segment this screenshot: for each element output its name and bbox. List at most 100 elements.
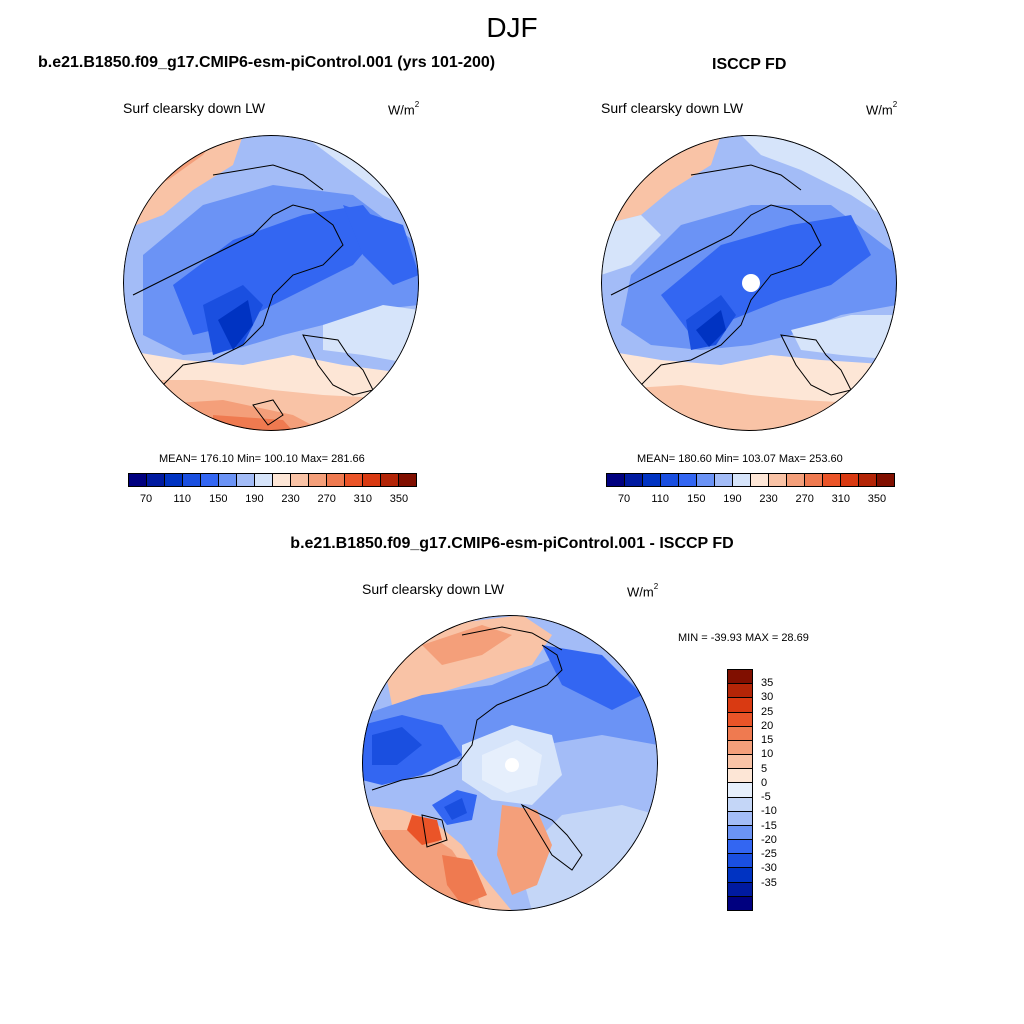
diff-colorbar-tick-label: 20 xyxy=(761,719,774,732)
obs-colorbar-cell xyxy=(768,474,786,486)
model-colorbar-cell xyxy=(326,474,344,486)
obs-colorbar-tick-label: 310 xyxy=(831,493,850,505)
obs-panel-title: ISCCP FD xyxy=(712,56,787,73)
diff-colorbar-cell xyxy=(728,711,752,726)
diff-colorbar-tick-label: 30 xyxy=(761,691,774,704)
obs-polar-map xyxy=(601,135,897,431)
model-panel-title: b.e21.B1850.f09_g17.CMIP6-esm-piControl.… xyxy=(38,54,496,71)
obs-colorbar-cell xyxy=(624,474,642,486)
model-colorbar-tick-label: 110 xyxy=(173,493,191,505)
diff-colorbar-cell xyxy=(728,810,752,825)
model-colorbar-cell xyxy=(200,474,218,486)
diff-colorbar-cell xyxy=(728,697,752,712)
obs-colorbar-cell xyxy=(678,474,696,486)
obs-colorbar-tick-label: 270 xyxy=(795,493,814,505)
diff-colorbar-cell xyxy=(728,739,752,755)
obs-colorbar-cell xyxy=(804,474,822,486)
obs-colorbar-cell xyxy=(642,474,660,486)
diff-colorbar: 35 30 25 20 15 10 5 0 -5 -10 -15 -20 -25 -30 -35 xyxy=(727,669,787,911)
obs-colorbar-cell xyxy=(840,474,858,486)
diff-colorbar-cell xyxy=(728,796,752,811)
season-title: DJF xyxy=(486,12,538,43)
diff-colorbar-tick-label: -35 xyxy=(761,876,777,889)
diff-colorbar-cell xyxy=(728,782,752,797)
diff-units: W/m2 xyxy=(627,582,659,600)
diff-colorbar-tick-label: 15 xyxy=(761,734,774,747)
model-colorbar-tick-label: 350 xyxy=(389,493,409,505)
model-colorbar-cell xyxy=(254,474,272,486)
diff-colorbar-cell xyxy=(728,853,752,868)
diff-panel-title: b.e21.B1850.f09_g17.CMIP6-esm-piControl.… xyxy=(290,535,734,552)
obs-colorbar-cell xyxy=(822,474,840,486)
model-colorbar-cell xyxy=(380,474,398,486)
model-colorbar-tick-label: 150 xyxy=(209,493,228,505)
model-colorbar-cell xyxy=(182,474,200,486)
model-colorbar-tick-label: 230 xyxy=(281,493,300,505)
model-colorbar-cell xyxy=(164,474,182,486)
model-colorbar-cell xyxy=(236,474,254,486)
model-colorbar-cell xyxy=(290,474,308,486)
model-colorbar-cell xyxy=(344,474,362,486)
diff-colorbar-tick-label: -5 xyxy=(761,791,771,804)
obs-colorbar-tick-label: 150 xyxy=(687,493,706,505)
model-units: W/m2 xyxy=(388,100,420,118)
diff-colorbar-cell xyxy=(728,683,752,698)
diff-colorbar-cell xyxy=(728,725,752,740)
model-polar-map xyxy=(123,135,419,431)
obs-stats: MEAN= 180.60 Min= 103.07 Max= 253.60 xyxy=(637,453,843,465)
diff-stats: MIN = -39.93 MAX = 28.69 xyxy=(678,632,809,644)
model-colorbar: 70 110 150 190 230 270 310 350 xyxy=(128,473,417,507)
obs-colorbar-cell xyxy=(750,474,768,486)
model-stats: MEAN= 176.10 Min= 100.10 Max= 281.66 xyxy=(159,453,365,465)
model-colorbar-tick-label: 190 xyxy=(245,493,264,505)
model-colorbar-cell xyxy=(272,474,290,486)
model-colorbar-cell xyxy=(129,474,146,486)
diff-colorbar-cell xyxy=(728,754,752,769)
diff-colorbar-tick-label: 0 xyxy=(761,776,768,789)
model-colorbar-cell xyxy=(362,474,380,486)
obs-colorbar-cell xyxy=(607,474,624,486)
model-colorbar-cell xyxy=(146,474,164,486)
obs-colorbar-ticks: 70 110 150 190 230 270 310 350 xyxy=(606,493,895,507)
model-variable-label: Surf clearsky down LW xyxy=(123,100,266,116)
obs-colorbar-tick-label: 70 xyxy=(617,493,631,505)
diff-colorbar-tick-label: -25 xyxy=(761,848,777,861)
diff-colorbar-tick-label: 35 xyxy=(761,677,774,690)
diff-colorbar-tick-label: -30 xyxy=(761,862,777,875)
obs-colorbar-tick-label: 350 xyxy=(867,493,887,505)
obs-colorbar-cell xyxy=(786,474,804,486)
obs-colorbar-cell xyxy=(660,474,678,486)
model-colorbar-ticks: 70 110 150 190 230 270 310 350 xyxy=(128,493,417,507)
diff-colorbar-cell xyxy=(728,839,752,854)
obs-colorbar-tick-label: 110 xyxy=(651,493,669,505)
obs-colorbar-tick-label: 230 xyxy=(759,493,778,505)
obs-colorbar-cell xyxy=(696,474,714,486)
diff-colorbar-tick-label: 25 xyxy=(761,705,774,718)
diff-colorbar-cell xyxy=(728,768,752,783)
diff-colorbar-cell xyxy=(728,670,752,684)
obs-variable-label: Surf clearsky down LW xyxy=(601,100,744,116)
model-colorbar-cell xyxy=(218,474,236,486)
obs-colorbar-cell xyxy=(714,474,732,486)
diff-colorbar-ticks: 35 30 25 20 15 10 5 0 -5 -10 -15 -20 -25 -30 -35 xyxy=(761,669,791,911)
diff-colorbar-cell xyxy=(728,881,752,896)
obs-colorbar-bar xyxy=(606,473,895,487)
model-colorbar-tick-label: 70 xyxy=(139,493,153,505)
obs-colorbar-tick-label: 190 xyxy=(723,493,742,505)
diff-variable-label: Surf clearsky down LW xyxy=(362,581,505,597)
diff-colorbar-tick-label: -20 xyxy=(761,833,777,846)
diff-colorbar-cell xyxy=(728,895,752,910)
model-colorbar-bar xyxy=(128,473,417,487)
obs-colorbar-cell xyxy=(876,474,894,486)
diff-colorbar-tick-label: -15 xyxy=(761,819,777,832)
model-colorbar-cell xyxy=(308,474,326,486)
model-colorbar-tick-label: 270 xyxy=(317,493,336,505)
obs-colorbar-cell xyxy=(732,474,750,486)
diff-colorbar-tick-label: 10 xyxy=(761,748,774,761)
diff-colorbar-cell xyxy=(728,867,752,882)
model-colorbar-tick-label: 310 xyxy=(353,493,372,505)
obs-colorbar-cell xyxy=(858,474,876,486)
diff-polar-map xyxy=(362,615,658,911)
obs-colorbar: 70 110 150 190 230 270 310 350 xyxy=(606,473,895,507)
diff-colorbar-bar xyxy=(727,669,753,911)
